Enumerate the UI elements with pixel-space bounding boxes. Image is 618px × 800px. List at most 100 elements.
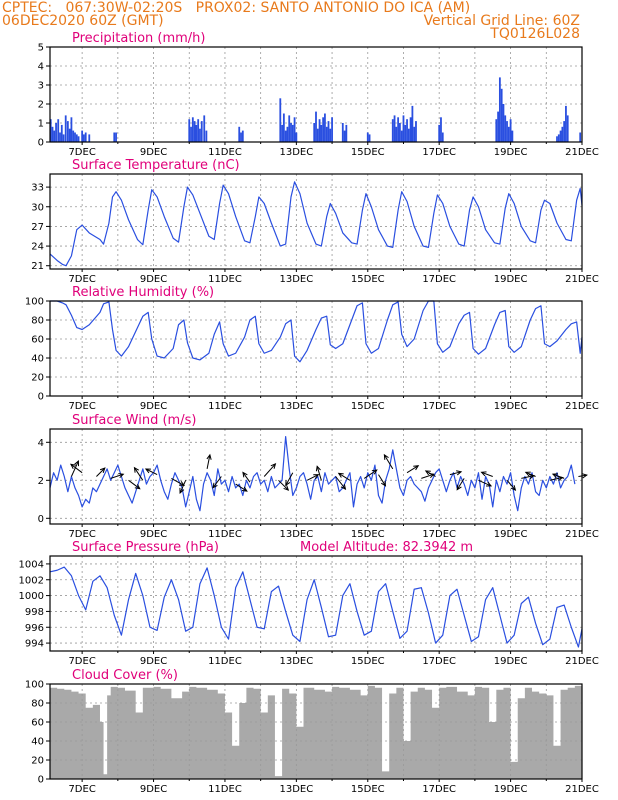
wind-arrow-head xyxy=(241,486,248,492)
precip-bar xyxy=(506,121,508,142)
precip-bar xyxy=(393,115,396,142)
precip-bar xyxy=(84,132,87,142)
wind-arrow xyxy=(525,471,536,477)
precip-bar xyxy=(511,130,514,142)
x-tick-label: 13DEC xyxy=(279,401,313,412)
header-line2-left: 06DEC2020 60Z (GMT) xyxy=(2,13,164,29)
x-tick-label: 9DEC xyxy=(140,784,167,795)
x-tick-label: 19DEC xyxy=(494,401,528,412)
y-tick-label: 60 xyxy=(31,335,44,346)
wind-arrow xyxy=(521,475,535,479)
precip-bar xyxy=(83,134,85,142)
precip-bar xyxy=(59,132,61,142)
precip-bar xyxy=(74,132,76,142)
x-tick-label: 11DEC xyxy=(208,656,242,667)
wind-arrow xyxy=(506,479,516,491)
x-tick-label: 11DEC xyxy=(208,784,242,795)
precip-bar xyxy=(504,115,507,142)
precip-bar xyxy=(329,128,332,142)
wind-arrow-head xyxy=(486,481,493,487)
precip-bar xyxy=(409,117,412,142)
wind-arrow-head xyxy=(315,465,321,472)
precip-bar xyxy=(391,119,394,142)
wind-arrow-head xyxy=(313,474,320,479)
precip-bar xyxy=(579,132,582,142)
x-tick-label: 11DEC xyxy=(208,529,242,540)
wind-arrow xyxy=(478,479,492,487)
precip-bar xyxy=(327,121,330,142)
wind-arrow-head xyxy=(551,473,558,479)
precip-bar xyxy=(290,123,292,142)
x-tick-label: 9DEC xyxy=(140,656,167,667)
x-tick-label: 9DEC xyxy=(140,401,167,412)
precip-bar xyxy=(205,130,208,142)
panel-4: Surface Pressure (hPa) Model Altitude: 82… xyxy=(19,540,599,667)
panel-frame xyxy=(49,683,583,780)
x-tick-label: 11DEC xyxy=(208,274,242,285)
precip-bar xyxy=(279,98,282,142)
wind-arrow-head xyxy=(285,480,291,487)
precip-bar xyxy=(241,130,244,142)
panel-2: Relative Humidity (%) 0 20 40 60 80 100 7DEC 9DE… xyxy=(25,285,599,412)
precip-bar xyxy=(81,130,84,142)
wind-arrow xyxy=(316,466,322,481)
y-tick-label: 40 xyxy=(31,737,44,748)
wind-arrow-head xyxy=(133,466,139,473)
y-tick-label: 0 xyxy=(38,514,44,525)
wind-arrow xyxy=(338,472,351,481)
precip-bar xyxy=(440,117,442,142)
wind-arrow-head xyxy=(510,485,517,491)
precip-bar xyxy=(240,132,242,142)
wind-arrow xyxy=(481,471,493,477)
y-tick-label: 0 xyxy=(38,138,44,149)
x-tick-label: 21DEC xyxy=(565,656,599,667)
y-tick-label: 1000 xyxy=(19,591,44,602)
wind-arrow xyxy=(171,477,185,486)
precip-bar xyxy=(49,119,52,142)
wind-arrow xyxy=(378,474,386,487)
wind-arrow xyxy=(145,468,158,476)
panel-title: Surface Wind (m/s) xyxy=(72,413,196,428)
y-tick-label: 100 xyxy=(25,680,44,691)
precip-bar xyxy=(286,126,289,142)
x-tick-label: 13DEC xyxy=(279,656,313,667)
precip-bar xyxy=(318,119,321,142)
x-tick-label: 13DEC xyxy=(279,529,313,540)
y-tick-label: 24 xyxy=(31,242,44,253)
precip-bar xyxy=(402,115,405,142)
x-tick-label: 21DEC xyxy=(565,529,599,540)
precip-bar xyxy=(193,121,196,142)
x-tick-label: 9DEC xyxy=(140,274,167,285)
panel-3: Surface Wind (m/s) 0 2 4 7DEC 9DEC 11DEC 13DEC 1… xyxy=(38,413,599,540)
series-line xyxy=(49,436,576,512)
precip-bar xyxy=(557,134,560,142)
y-tick-label: 4 xyxy=(38,62,44,73)
panel-0: Precipitation (mm/h) 0 1 2 3 4 5 7DEC 9DEC 11DEC 1… xyxy=(38,31,599,158)
precip-bar xyxy=(195,124,198,142)
y-tick-label: 1004 xyxy=(19,559,44,570)
x-tick-label: 17DEC xyxy=(422,656,456,667)
precip-bar xyxy=(238,126,241,142)
y-tick-label: 27 xyxy=(31,222,44,233)
precip-bar xyxy=(288,115,291,142)
precip-bar xyxy=(498,77,501,142)
precip-bar xyxy=(68,128,71,142)
wind-arrow-head xyxy=(99,467,106,473)
panel-frame xyxy=(49,428,583,525)
y-tick-label: 996 xyxy=(25,623,44,634)
precip-bar xyxy=(559,130,562,142)
panel-title: Surface Pressure (hPa) xyxy=(72,540,219,555)
y-tick-label: 998 xyxy=(25,607,44,618)
precip-bar xyxy=(566,115,569,142)
precip-bar xyxy=(395,126,398,142)
precip-bar xyxy=(293,117,296,142)
precip-bar xyxy=(563,121,566,142)
precip-bar xyxy=(115,132,117,142)
y-tick-label: 5 xyxy=(38,43,44,54)
panel-1: Surface Temperature (nC) 21 24 27 30 33 7DEC 9D… xyxy=(31,158,599,285)
precip-bar xyxy=(413,126,416,142)
wind-arrow xyxy=(128,479,141,490)
x-tick-label: 7DEC xyxy=(68,656,95,667)
precip-bar xyxy=(406,119,408,142)
